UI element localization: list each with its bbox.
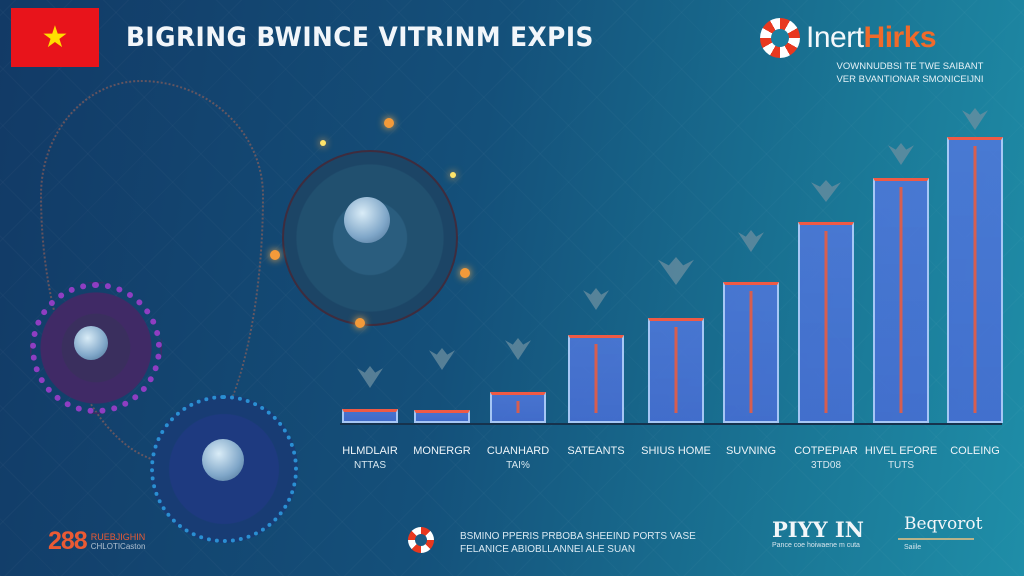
bar-column: SHIUS HOME bbox=[641, 100, 711, 500]
ornament-icon bbox=[658, 257, 694, 285]
ornament-icon bbox=[429, 348, 455, 370]
glow-dot bbox=[460, 268, 470, 278]
bar bbox=[568, 335, 624, 423]
page-title: BIGRING BWINCE VITRINM EXPIS bbox=[126, 22, 594, 53]
brand-logo: InertHirks bbox=[760, 18, 937, 58]
bar bbox=[490, 392, 546, 423]
virus-illustration-large bbox=[282, 150, 458, 326]
bar-sublabel: NTTAS bbox=[353, 460, 387, 471]
bar bbox=[648, 318, 704, 423]
virus-core bbox=[74, 326, 108, 360]
footer-ring-logo-icon bbox=[408, 527, 434, 553]
stat-sublabel: CHLOTICaston bbox=[90, 541, 146, 551]
partner-logo-1: PIYY IN bbox=[772, 517, 864, 542]
stat-label: RUEBJIGHIN bbox=[90, 531, 146, 542]
partner-1-caption: Pance coe hoiwaene m cuta bbox=[772, 542, 860, 549]
bar-column: HLMDLAIR NTTAS bbox=[335, 100, 405, 500]
bar bbox=[947, 137, 1003, 423]
virus-core bbox=[202, 439, 244, 481]
bar-label: CUANHARD bbox=[486, 445, 550, 457]
ornament-icon bbox=[811, 180, 841, 202]
bar bbox=[723, 282, 779, 423]
chart-baseline bbox=[340, 423, 1002, 425]
ornament-icon bbox=[357, 366, 383, 388]
bar-column: HIVEL EFORE TUTS bbox=[865, 100, 937, 500]
bar-column: CUANHARD TAI% bbox=[483, 100, 553, 500]
partner-logo-2: Beqvorot bbox=[904, 514, 983, 534]
glow-dot bbox=[450, 172, 456, 178]
ornament-icon bbox=[505, 338, 531, 360]
bar-sublabel: TAI% bbox=[506, 460, 530, 471]
bar bbox=[873, 178, 929, 423]
footer-caption: BSMINO PPERIS PRBOBA SHEEIND PORTS VASE … bbox=[460, 531, 696, 555]
virus-illustration-purple bbox=[30, 282, 162, 414]
virus-illustration-blue bbox=[150, 395, 298, 543]
ring-logo-icon bbox=[760, 18, 800, 58]
ornament-icon bbox=[962, 108, 988, 130]
glow-dot bbox=[384, 118, 394, 128]
star-icon: ★ bbox=[41, 20, 69, 54]
bar-label: SUVNING bbox=[725, 445, 777, 457]
bar-label: HIVEL EFORE bbox=[864, 445, 938, 457]
glow-dot bbox=[320, 140, 326, 146]
bar-column: COLEING bbox=[940, 100, 1010, 500]
ornament-icon bbox=[583, 288, 609, 310]
stat-block: 288 RUEBJIGHIN CHLOTICaston bbox=[48, 527, 145, 556]
brand-name: InertHirks bbox=[806, 21, 937, 54]
virus-core bbox=[344, 197, 390, 243]
bar-column: SATEANTS bbox=[561, 100, 631, 500]
glow-dot bbox=[270, 250, 280, 260]
bar-label: COTPEPIAR bbox=[794, 445, 858, 457]
partner-2-caption: Saiile bbox=[904, 544, 922, 551]
bar-label: SHIUS HOME bbox=[641, 445, 711, 457]
bar-sublabel: TUTS bbox=[887, 460, 915, 471]
bar-column: COTPEPIAR 3TD08 bbox=[791, 100, 861, 500]
bar-label: MONERGR bbox=[413, 445, 471, 457]
bar-column: SUVNING bbox=[716, 100, 786, 500]
bar-sublabel: 3TD08 bbox=[810, 460, 841, 471]
brand-tagline: VOWNNUDBSI TE TWE SAIBANT VER BVANTIONAR… bbox=[836, 61, 984, 85]
vietnam-flag: ★ bbox=[11, 8, 99, 67]
glow-dot bbox=[355, 318, 365, 328]
ornament-icon bbox=[888, 143, 914, 165]
bar-label: HLMDLAIR bbox=[342, 445, 398, 457]
divider bbox=[898, 538, 974, 540]
bar-chart: HLMDLAIR NTTAS MONERGR CUANHARD TAI% SAT… bbox=[330, 100, 1020, 500]
bar-label: COLEING bbox=[950, 445, 1000, 457]
bar bbox=[414, 410, 470, 423]
bar bbox=[342, 409, 398, 423]
bar bbox=[798, 222, 854, 423]
ornament-icon bbox=[738, 230, 764, 252]
bar-column: MONERGR bbox=[407, 100, 477, 500]
bar-label: SATEANTS bbox=[567, 445, 625, 457]
stat-number: 288 bbox=[48, 527, 88, 555]
